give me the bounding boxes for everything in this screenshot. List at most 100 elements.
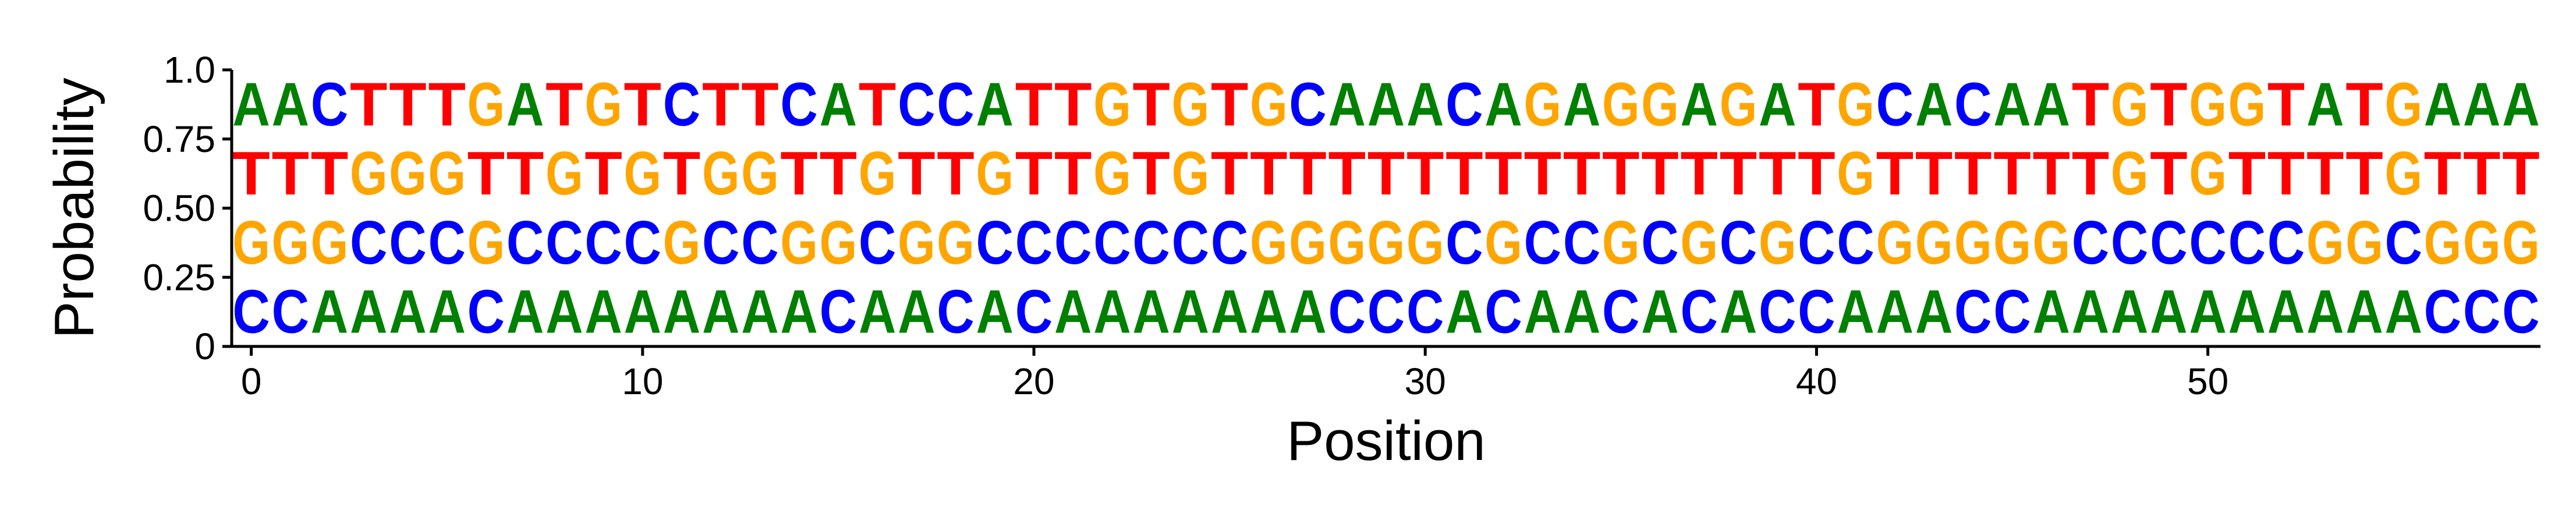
logo-letter: A	[1445, 277, 1483, 346]
logo-letter: T	[1132, 70, 1170, 139]
logo-letter: T	[859, 70, 897, 139]
logo-letter-glyph: T	[780, 139, 818, 208]
logo-letter: G	[2463, 208, 2501, 277]
logo-letter-glyph: C	[1093, 208, 1131, 277]
logo-letter-glyph: C	[937, 69, 975, 139]
logo-letter: T	[663, 139, 701, 208]
logo-letter: G	[2111, 70, 2149, 139]
logo-letter: T	[2032, 139, 2070, 208]
logo-letter: A	[624, 277, 662, 346]
logo-letter-glyph: T	[2345, 139, 2383, 208]
logo-letter: T	[311, 139, 349, 208]
logo-letter-glyph: T	[1015, 70, 1053, 139]
logo-letter-glyph: C	[1680, 277, 1718, 346]
logo-letter: A	[1172, 277, 1210, 346]
logo-letter-glyph: T	[2072, 139, 2110, 208]
logo-letter-glyph: C	[1798, 277, 1836, 346]
logo-letter: A	[2384, 277, 2422, 346]
logo-letter-glyph: C	[389, 208, 427, 277]
logo-letter: A	[1915, 69, 1953, 139]
logo-letter-glyph: C	[624, 208, 662, 277]
logo-letter: G	[663, 208, 701, 277]
logo-letter: T	[1602, 139, 1640, 208]
logo-letter: A	[1837, 277, 1875, 346]
logo-letter-glyph: A	[1680, 69, 1718, 139]
logo-letter: T	[1798, 139, 1836, 208]
logo-letter-glyph: A	[976, 69, 1014, 139]
logo-letter: C	[1602, 277, 1640, 346]
logo-letter: T	[2072, 70, 2110, 139]
logo-letter-glyph: T	[1720, 139, 1758, 208]
logo-letter: T	[2306, 139, 2344, 208]
logo-letter: T	[2502, 139, 2540, 208]
logo-letter-glyph: C	[820, 277, 858, 346]
logo-letter: G	[1837, 139, 1875, 208]
x-tick-label: 20	[1013, 360, 1054, 402]
logo-letter: A	[1484, 69, 1522, 139]
logo-letter: C	[2502, 277, 2540, 346]
logo-letter: T	[1680, 139, 1718, 208]
logo-letter: C	[584, 208, 622, 277]
logo-letter: A	[1524, 277, 1562, 346]
logo-letter-glyph: T	[1445, 139, 1483, 208]
logo-letter-glyph: G	[1328, 208, 1366, 277]
logo-letter-glyph: G	[1524, 70, 1562, 139]
logo-letter: C	[1289, 69, 1327, 139]
logo-letter-glyph: G	[1876, 208, 1914, 277]
logo-letter: C	[1132, 208, 1170, 277]
logo-letter: G	[820, 208, 858, 277]
logo-letter: G	[389, 139, 427, 208]
logo-letter: A	[663, 277, 701, 346]
logo-letter: C	[350, 208, 388, 277]
logo-letter: T	[820, 139, 858, 208]
logo-letter-glyph: A	[780, 277, 818, 346]
logo-letter-glyph: G	[2189, 70, 2227, 139]
logo-letter-glyph: A	[2424, 69, 2462, 139]
logo-letter-glyph: C	[1015, 277, 1053, 346]
y-tick-label: 0	[194, 325, 215, 367]
logo-letter: G	[1250, 208, 1288, 277]
logo-letter-glyph: A	[1915, 69, 1953, 139]
logo-letter-glyph: A	[1563, 69, 1601, 139]
logo-letter: T	[1720, 139, 1758, 208]
logo-letter-glyph: G	[1289, 208, 1327, 277]
logo-letter: A	[1563, 277, 1601, 346]
logo-letter-glyph: A	[506, 277, 544, 346]
logo-letter: A	[2267, 277, 2305, 346]
logo-letter-glyph: T	[2502, 139, 2540, 208]
logo-letter-glyph: A	[272, 69, 310, 139]
logo-letter: C	[1641, 208, 1679, 277]
logo-letter-glyph: G	[2345, 208, 2383, 277]
logo-letter: A	[2228, 277, 2266, 346]
logo-letter: G	[545, 139, 583, 208]
logo-letter: T	[2150, 139, 2188, 208]
logo-letter: T	[2267, 70, 2305, 139]
logo-letter-glyph: T	[428, 70, 466, 139]
logo-letter: T	[1250, 139, 1288, 208]
logo-letter-glyph: A	[1759, 69, 1797, 139]
logo-letter: A	[976, 277, 1014, 346]
logo-letter: T	[1993, 139, 2031, 208]
logo-letter: G	[1641, 70, 1679, 139]
logo-letter: A	[1250, 277, 1288, 346]
x-axis-title: Position	[1287, 410, 1486, 472]
logo-letter-glyph: T	[2424, 139, 2462, 208]
logo-letter: C	[467, 277, 505, 346]
logo-letter: T	[506, 139, 544, 208]
logo-letter-glyph: C	[428, 208, 466, 277]
logo-letter-glyph: G	[1993, 208, 2031, 277]
logo-letter: T	[624, 70, 662, 139]
logo-letter-glyph: A	[506, 69, 544, 139]
logo-letter-glyph: G	[976, 139, 1014, 208]
logo-letter-glyph: A	[1484, 69, 1522, 139]
logo-letter: C	[389, 208, 427, 277]
logo-letter: C	[1172, 208, 1210, 277]
logo-letter: C	[272, 277, 310, 346]
logo-letter-glyph: C	[2072, 208, 2110, 277]
logo-letter: T	[2267, 139, 2305, 208]
logo-letter-glyph: C	[937, 277, 975, 346]
logo-letter: G	[1172, 139, 1210, 208]
logo-letter-glyph: C	[1759, 277, 1797, 346]
logo-letter-glyph: C	[2111, 208, 2149, 277]
logo-letter-glyph: G	[1484, 208, 1522, 277]
